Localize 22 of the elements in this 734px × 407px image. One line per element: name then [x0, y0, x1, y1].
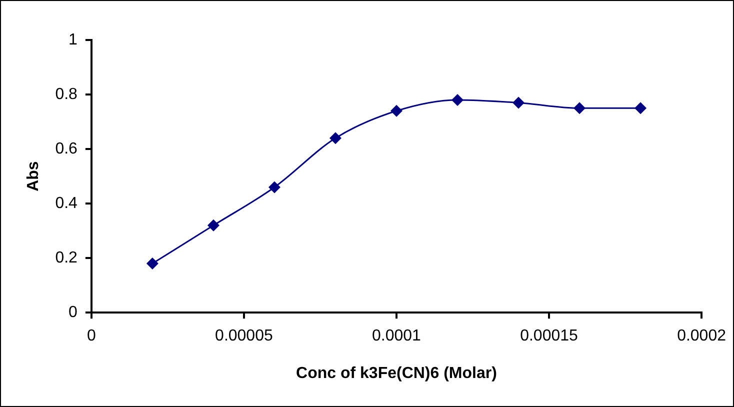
x-tick-label: 0.0002	[677, 328, 726, 345]
x-axis-title: Conc of k3Fe(CN)6 (Molar)	[296, 364, 497, 382]
y-tick-label: 0	[68, 304, 78, 322]
point	[634, 102, 647, 114]
y-tick-label: 0.2	[55, 249, 78, 266]
point	[390, 104, 402, 117]
point	[329, 132, 342, 144]
point	[146, 258, 158, 270]
y-tick-label: 0.4	[55, 194, 78, 212]
x-tick-label: 0.00005	[215, 328, 273, 345]
point	[451, 94, 464, 106]
x-tick-label: 0.00015	[520, 328, 578, 345]
point	[207, 219, 220, 232]
y-axis-title: Abs	[25, 161, 42, 192]
x-tick-label: 0	[86, 328, 96, 345]
y-tick-label: 0.8	[55, 86, 78, 103]
y-tick-label: 1	[68, 31, 78, 48]
point	[268, 181, 280, 194]
x-tick-label: 0.0001	[372, 328, 422, 345]
point	[574, 102, 586, 114]
y-tick-label: 0.6	[55, 140, 78, 158]
point	[512, 96, 525, 109]
